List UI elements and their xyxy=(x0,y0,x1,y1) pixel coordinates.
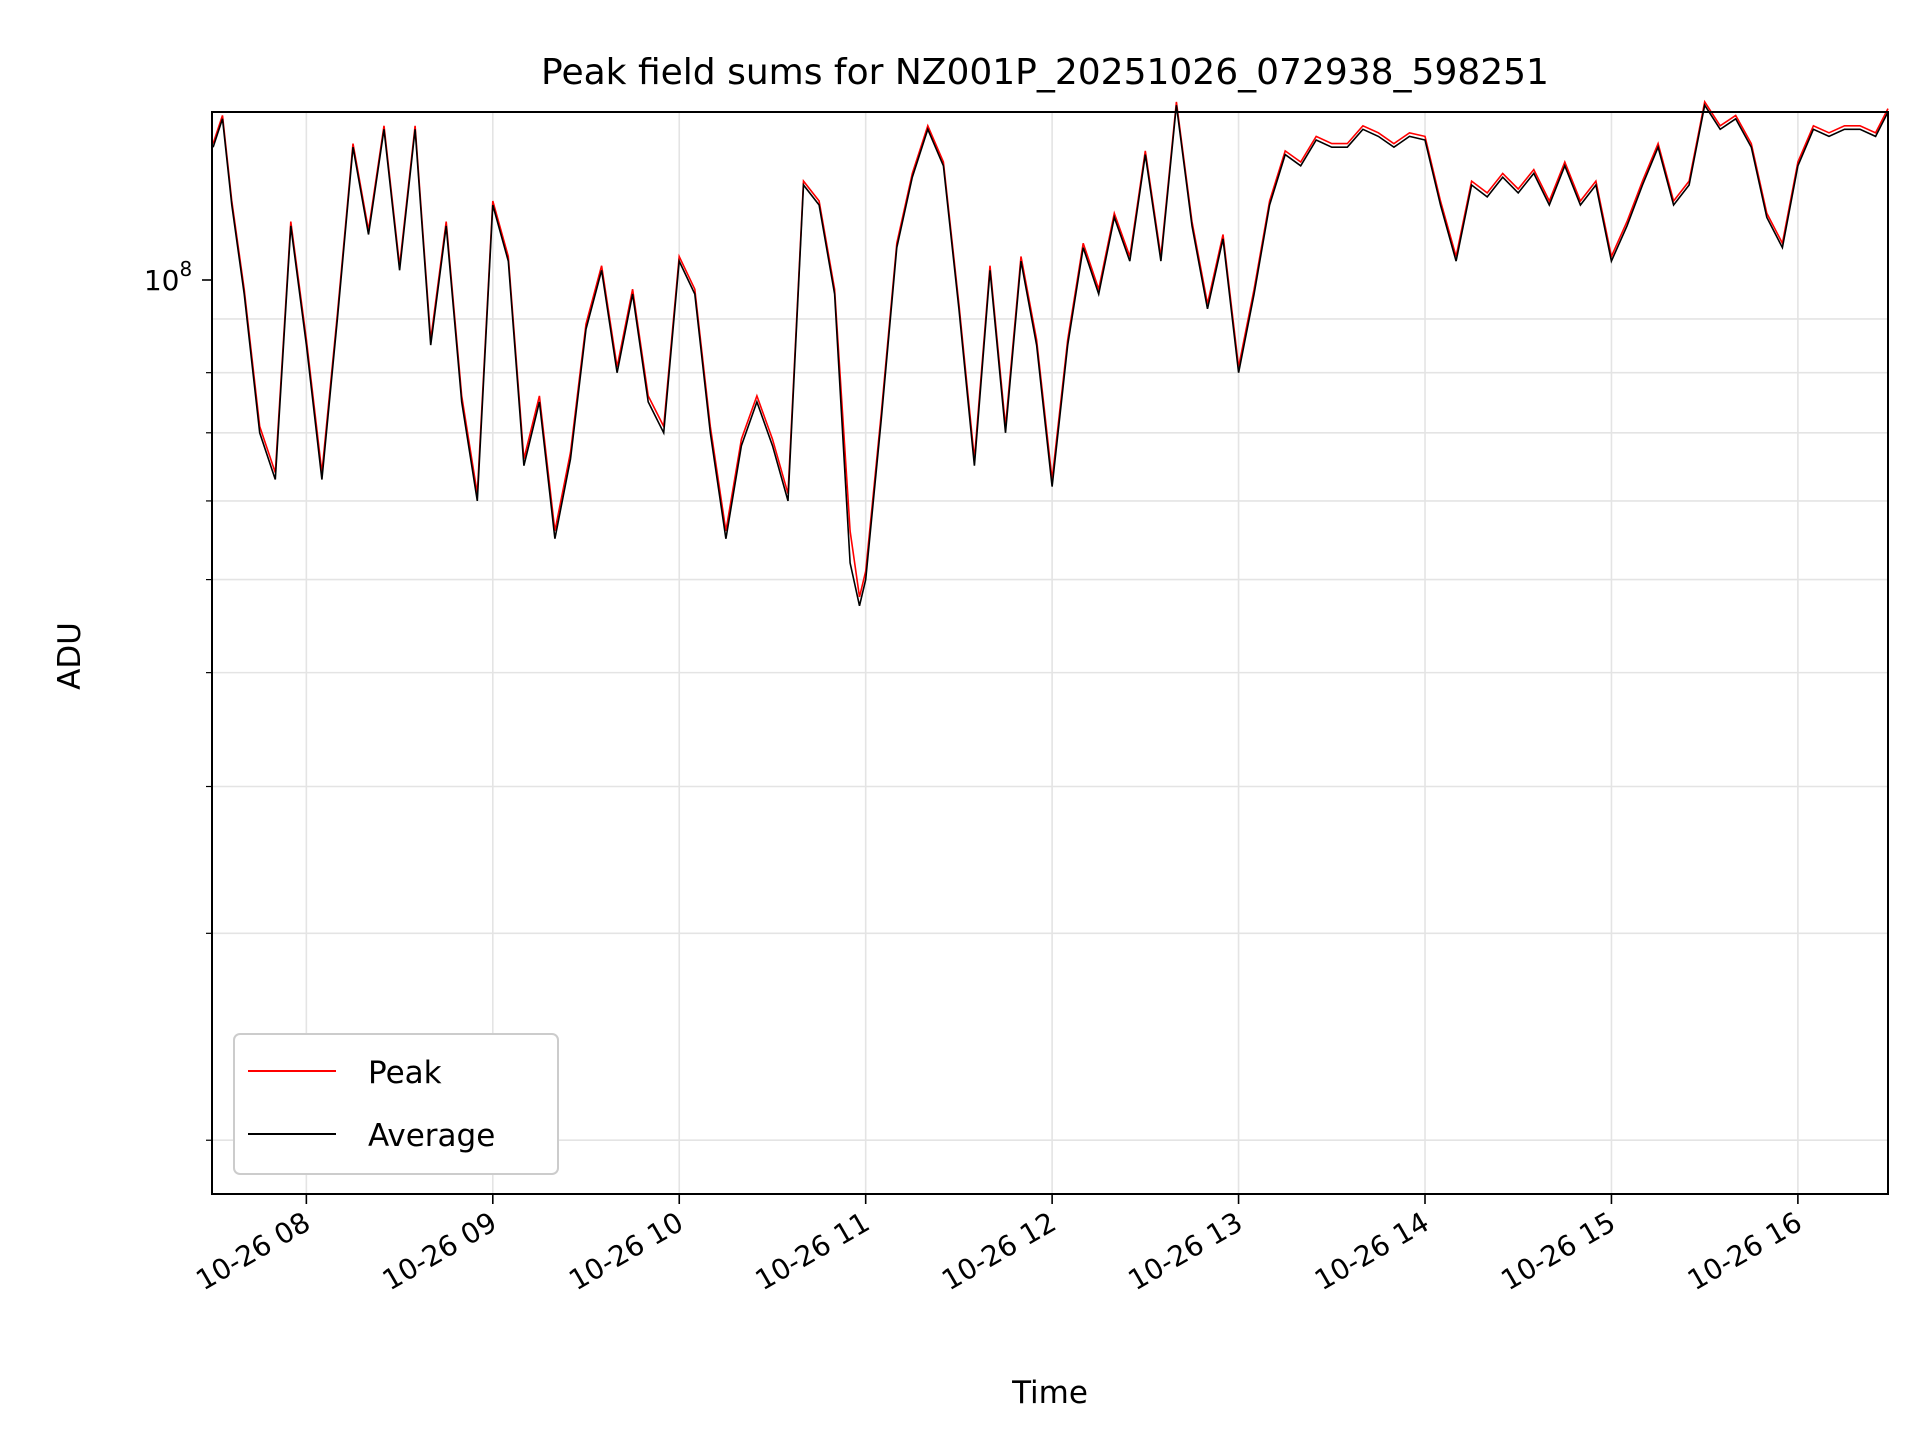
legend-peak-label: Peak xyxy=(368,1055,442,1091)
legend-average-label: Average xyxy=(368,1118,495,1154)
plot-frame xyxy=(211,111,1889,1195)
x-axis-label: Time xyxy=(1011,1375,1088,1411)
series-lines xyxy=(212,99,1889,606)
legend-box xyxy=(233,1033,559,1175)
legend: Peak Average xyxy=(233,1033,559,1175)
y-ticks: 108 xyxy=(144,257,212,1141)
y-tick-label: 108 xyxy=(144,257,192,297)
y-axis-label: ADU xyxy=(52,622,88,690)
average-series-line xyxy=(212,103,1889,606)
chart-title: Peak field sums for NZ001P_20251026_0729… xyxy=(541,52,1549,93)
grid xyxy=(212,112,1888,1194)
